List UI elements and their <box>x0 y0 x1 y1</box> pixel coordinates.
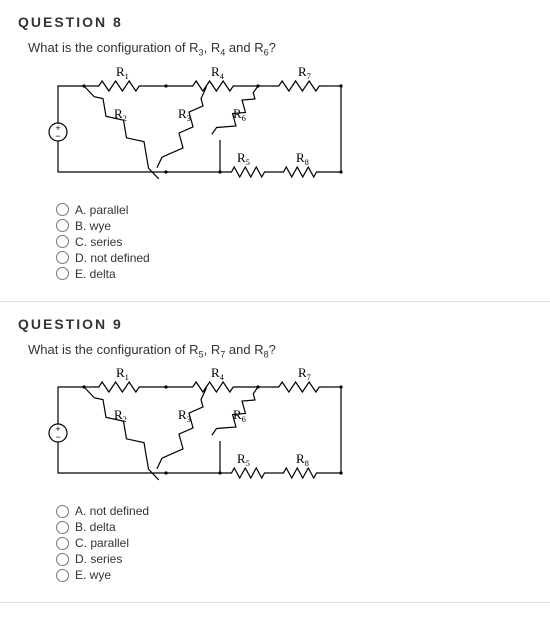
svg-text:R2: R2 <box>114 106 127 123</box>
svg-text:R2: R2 <box>114 407 127 424</box>
question-9: QUESTION 9 What is the configuration of … <box>0 302 550 604</box>
svg-text:R3: R3 <box>178 407 191 424</box>
option-label: B. wye <box>75 219 111 233</box>
question-title: QUESTION 9 <box>18 316 532 332</box>
option-label: E. wye <box>75 568 111 582</box>
svg-text:R7: R7 <box>298 365 311 382</box>
svg-text:R1: R1 <box>116 64 129 81</box>
option-a[interactable]: A. parallel <box>56 203 532 217</box>
svg-text:−: − <box>55 131 60 141</box>
option-label: D. not defined <box>75 251 150 265</box>
option-e[interactable]: E. delta <box>56 267 532 281</box>
circuit-diagram: +−R1R4R7R2R3R6R5R8 <box>36 363 532 498</box>
svg-text:R4: R4 <box>211 365 225 382</box>
option-label: C. series <box>75 235 122 249</box>
option-label: A. parallel <box>75 203 128 217</box>
svg-text:−: − <box>55 432 60 442</box>
svg-text:R3: R3 <box>178 106 191 123</box>
options-list: A. parallel B. wye C. series D. not defi… <box>56 203 532 281</box>
circuit-svg-0: +−R1R4R7R2R3R6R5R8 <box>36 62 356 192</box>
question-8: QUESTION 8 What is the configuration of … <box>0 0 550 302</box>
svg-text:R4: R4 <box>211 64 225 81</box>
svg-text:R7: R7 <box>298 64 311 81</box>
option-label: E. delta <box>75 267 116 281</box>
question-prompt: What is the configuration of R3, R4 and … <box>28 40 532 58</box>
option-label: A. not defined <box>75 504 149 518</box>
option-e[interactable]: E. wye <box>56 568 532 582</box>
circuit-svg-1: +−R1R4R7R2R3R6R5R8 <box>36 363 356 493</box>
svg-text:R8: R8 <box>296 451 309 468</box>
option-label: C. parallel <box>75 536 129 550</box>
option-c[interactable]: C. parallel <box>56 536 532 550</box>
svg-text:R8: R8 <box>296 150 309 167</box>
option-d[interactable]: D. not defined <box>56 251 532 265</box>
option-label: D. series <box>75 552 122 566</box>
option-label: B. delta <box>75 520 116 534</box>
option-d[interactable]: D. series <box>56 552 532 566</box>
question-prompt: What is the configuration of R5, R7 and … <box>28 342 532 360</box>
svg-text:R1: R1 <box>116 365 129 382</box>
option-b[interactable]: B. wye <box>56 219 532 233</box>
option-b[interactable]: B. delta <box>56 520 532 534</box>
svg-text:R5: R5 <box>237 150 250 167</box>
option-c[interactable]: C. series <box>56 235 532 249</box>
question-title: QUESTION 8 <box>18 14 532 30</box>
options-list: A. not defined B. delta C. parallel D. s… <box>56 504 532 582</box>
option-a[interactable]: A. not defined <box>56 504 532 518</box>
circuit-diagram: +−R1R4R7R2R3R6R5R8 <box>36 62 532 197</box>
svg-text:R5: R5 <box>237 451 250 468</box>
